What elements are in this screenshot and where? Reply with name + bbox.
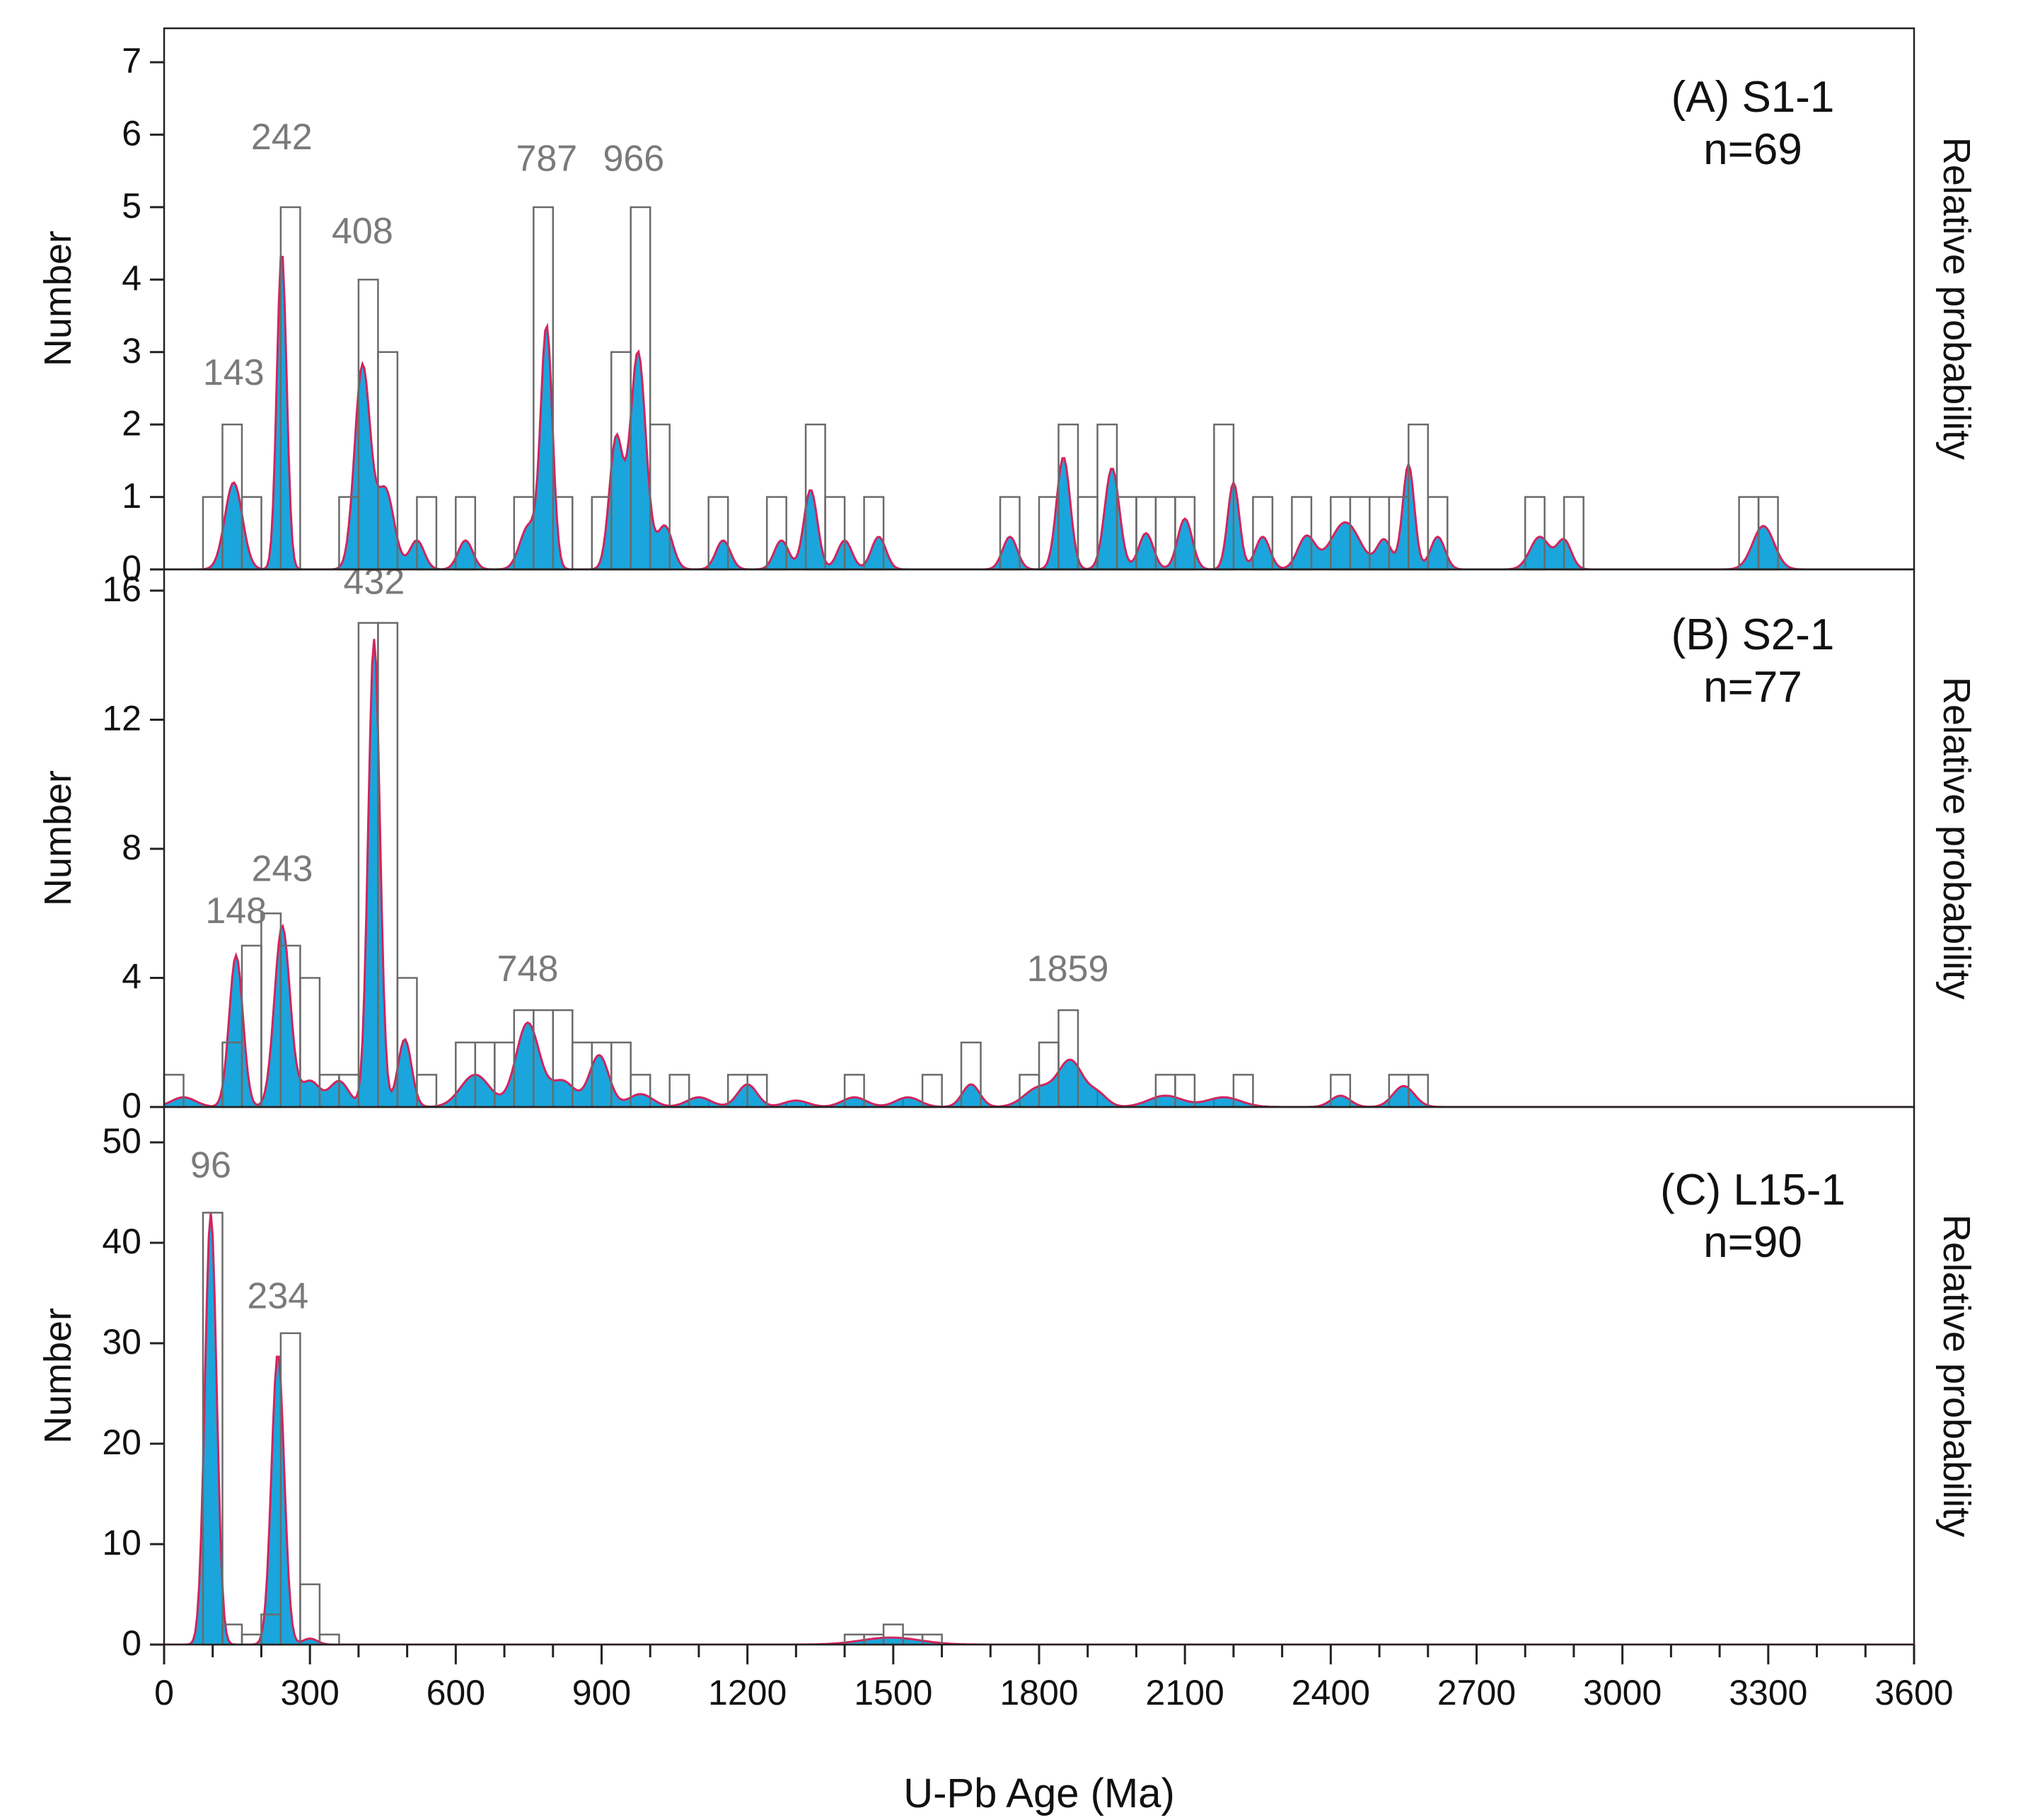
panel-c-title: (C) L15-1 xyxy=(1660,1166,1845,1215)
panel-a-ytick-label: 0 xyxy=(122,548,141,588)
panel-c-ytick-label: 0 xyxy=(122,1623,141,1663)
x-tick-label: 3600 xyxy=(1874,1673,1953,1712)
panel-c-ytick-label: 40 xyxy=(102,1222,141,1261)
panel-c-ytick-label: 20 xyxy=(102,1422,141,1462)
x-tick-label: 1200 xyxy=(708,1673,787,1712)
panel-b-title: (B) S2-1 xyxy=(1671,610,1835,659)
x-tick-label: 1800 xyxy=(999,1673,1078,1712)
panel-a-count: n=69 xyxy=(1703,125,1802,174)
x-tick-label: 2100 xyxy=(1146,1673,1224,1712)
panel-a-frame xyxy=(163,27,1915,571)
panel-b-ytick-label: 4 xyxy=(122,957,141,997)
peak-age-label: 966 xyxy=(603,139,664,180)
panel-c: 0 10 20 30 40 50 96 234 xyxy=(102,1121,1914,1663)
peak-age-label: 243 xyxy=(252,849,313,890)
panel-b-ytick-label: 8 xyxy=(122,828,141,867)
histogram-bar xyxy=(921,1074,943,1108)
x-tick-label: 900 xyxy=(572,1673,631,1712)
peak-age-label: 148 xyxy=(205,891,267,932)
panel-a-ytick-label: 1 xyxy=(122,476,141,516)
x-tick-label: 2700 xyxy=(1437,1673,1516,1712)
x-tick-label: 2400 xyxy=(1292,1673,1370,1712)
panel-a-title: (A) S1-1 xyxy=(1671,73,1835,122)
panel-a-ytick-label: 6 xyxy=(122,114,141,153)
peak-age-label: 242 xyxy=(251,117,313,158)
peak-age-label: 408 xyxy=(332,211,393,252)
x-axis: 0 300 600 900 1200 1500 1800 2100 2400 2700 3000 33… xyxy=(154,1645,1954,1712)
panel-c-right-label: Relative probability xyxy=(1935,1215,1978,1537)
panel-b-ytick-label: 16 xyxy=(102,569,141,609)
panel-a-ytick-label: 3 xyxy=(122,331,141,371)
panel-a-ylabel: Number xyxy=(37,231,79,366)
peak-age-label: 1859 xyxy=(1027,949,1109,990)
panel-a-ytick-label: 2 xyxy=(122,403,141,443)
panel-a-ytick-label: 4 xyxy=(122,258,141,298)
peak-age-label: 787 xyxy=(516,139,577,180)
x-tick-label: 1500 xyxy=(854,1673,932,1712)
x-tick-label: 3000 xyxy=(1583,1673,1662,1712)
panel-a: 0 1 2 3 4 5 6 7 143 242 408 787 966 xyxy=(122,41,1914,588)
panel-c-density-hatch xyxy=(202,1382,923,1645)
panel-a-ytick-label: 5 xyxy=(122,186,141,226)
x-tick-label: 3300 xyxy=(1729,1673,1807,1712)
peak-age-label: 432 xyxy=(343,562,405,603)
peak-age-label: 96 xyxy=(190,1145,231,1186)
histogram-bar xyxy=(1077,496,1099,571)
panel-b-ytick-label: 0 xyxy=(122,1086,141,1125)
peak-age-label: 234 xyxy=(247,1275,308,1316)
panel-c-ylabel: Number xyxy=(37,1308,79,1444)
panel-c-count: n=90 xyxy=(1703,1218,1802,1267)
histogram-bar xyxy=(299,1583,321,1646)
panel-c-density-fill xyxy=(164,1212,1914,1645)
panel-b-count: n=77 xyxy=(1703,663,1802,712)
panel-c-ytick-label: 30 xyxy=(102,1322,141,1362)
panel-b-right-label: Relative probability xyxy=(1935,677,1978,999)
panel-c-density-curve xyxy=(164,1212,1914,1645)
panel-b-ylabel: Number xyxy=(37,770,79,906)
peak-age-label: 748 xyxy=(497,949,559,990)
panel-c-ytick-label: 10 xyxy=(102,1523,141,1563)
panel-b-density-fill xyxy=(164,639,1914,1107)
x-tick-label: 0 xyxy=(154,1673,174,1712)
panel-a-right-label: Relative probability xyxy=(1935,137,1978,460)
panel-b-density-curve xyxy=(164,639,1914,1107)
panel-c-frame xyxy=(163,1106,1915,1646)
panel-c-ytick-label: 50 xyxy=(102,1121,141,1161)
x-tick-label: 600 xyxy=(427,1673,485,1712)
panel-b-ytick-label: 12 xyxy=(102,699,141,738)
panel-b-frame xyxy=(163,568,1915,1108)
panel-a-ytick-label: 7 xyxy=(122,41,141,81)
x-tick-label: 300 xyxy=(280,1673,339,1712)
x-axis-label: U-Pb Age (Ma) xyxy=(903,1770,1175,1816)
peak-age-label: 143 xyxy=(203,352,265,393)
